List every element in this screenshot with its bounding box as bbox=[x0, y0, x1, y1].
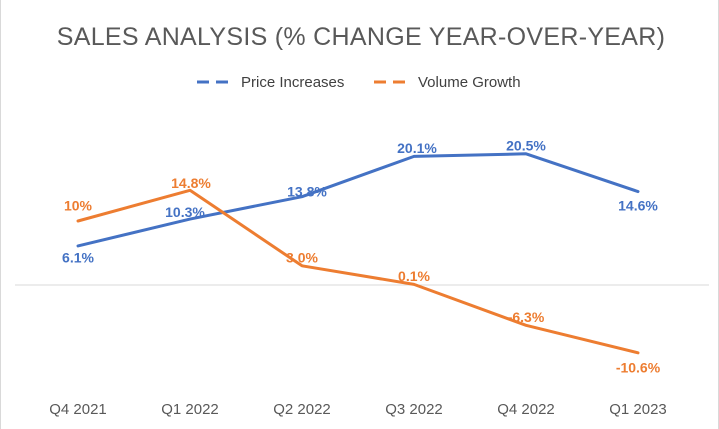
data-label-price-increases-3: 20.1% bbox=[397, 140, 437, 156]
chart-title: SALES ANALYSIS (% CHANGE YEAR-OVER-YEAR) bbox=[57, 23, 665, 51]
x-tick-label: Q4 2022 bbox=[497, 401, 555, 418]
data-label-price-increases-0: 6.1% bbox=[62, 250, 94, 266]
series-layer bbox=[76, 152, 640, 355]
legend-label-volume-growth: Volume Growth bbox=[418, 74, 521, 91]
series-line-volume-growth bbox=[76, 188, 640, 355]
x-tick-label: Q3 2022 bbox=[385, 401, 443, 418]
data-label-layer: 6.1% 10.3% 13.8% 20.1% 20.5% 14.6% 10% 14.8% 3.0… bbox=[62, 138, 661, 376]
data-label-volume-growth-3: 0.1% bbox=[398, 268, 430, 284]
x-tick-label: Q2 2022 bbox=[273, 401, 331, 418]
data-label-price-increases-4: 20.5% bbox=[506, 138, 546, 154]
legend: Price Increases Volume Growth bbox=[197, 74, 521, 91]
data-label-volume-growth-5: -10.6% bbox=[616, 360, 661, 376]
x-tick-label: Q1 2022 bbox=[161, 401, 219, 418]
x-tick-label: Q4 2021 bbox=[49, 401, 107, 418]
legend-label-price-increases: Price Increases bbox=[241, 74, 344, 91]
data-label-volume-growth-1: 14.8% bbox=[171, 175, 211, 191]
data-label-price-increases-2: 13.8% bbox=[287, 183, 327, 199]
x-axis-tick-labels: Q4 2021 Q1 2022 Q2 2022 Q3 2022 Q4 2022 Q1 20… bbox=[49, 401, 667, 418]
data-label-volume-growth-4: -6.3% bbox=[508, 309, 545, 325]
data-label-volume-growth-2: 3.0% bbox=[286, 250, 318, 266]
data-label-price-increases-5: 14.6% bbox=[618, 197, 658, 213]
data-label-price-increases-1: 10.3% bbox=[165, 204, 205, 220]
x-tick-label: Q1 2023 bbox=[609, 401, 667, 418]
series-line-price-increases bbox=[76, 152, 640, 248]
data-label-volume-growth-0: 10% bbox=[64, 198, 93, 214]
